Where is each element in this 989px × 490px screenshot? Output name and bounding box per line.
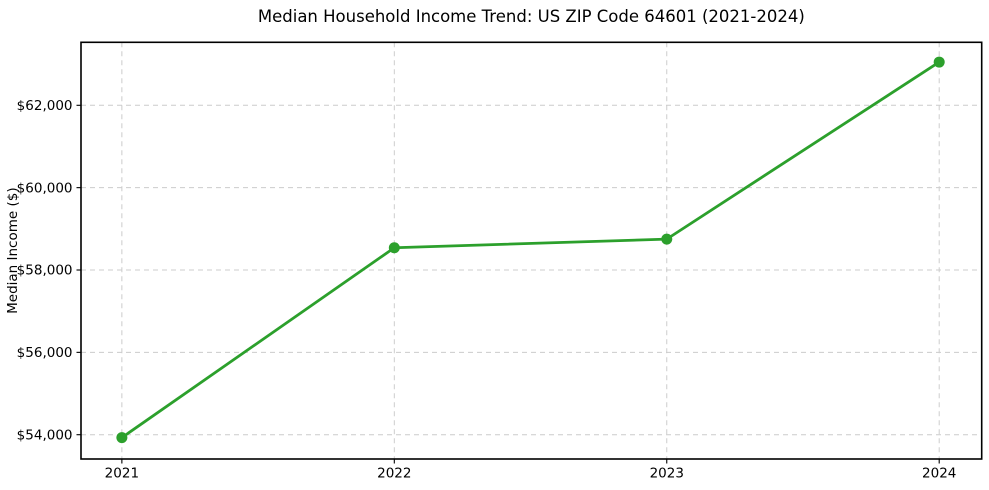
y-tick-label: $60,000 <box>17 180 73 196</box>
axis-tick-labels: 2021 2022 2023 2024 $54,000 $56,000 $58,000 $60… <box>17 98 957 482</box>
x-tick-label: 2022 <box>377 466 411 482</box>
y-tick-label: $54,000 <box>17 427 73 443</box>
trend-line <box>120 60 941 439</box>
data-point-marker <box>933 56 945 68</box>
data-point-marker <box>116 432 128 444</box>
y-tick-label: $62,000 <box>17 98 73 114</box>
data-point-marker <box>661 233 673 245</box>
data-series <box>116 56 945 444</box>
x-tick-label: 2024 <box>922 466 956 482</box>
plot-border <box>80 41 983 460</box>
data-point-marker <box>388 242 400 254</box>
x-tick-label: 2023 <box>650 466 684 482</box>
y-tick-label: $56,000 <box>17 345 73 361</box>
x-tick-label: 2021 <box>105 466 139 482</box>
y-axis-label: Median Income ($) <box>5 187 21 313</box>
gridlines <box>81 42 982 459</box>
y-tick-label: $58,000 <box>17 263 73 279</box>
chart-title: Median Household Income Trend: US ZIP Co… <box>258 7 805 26</box>
